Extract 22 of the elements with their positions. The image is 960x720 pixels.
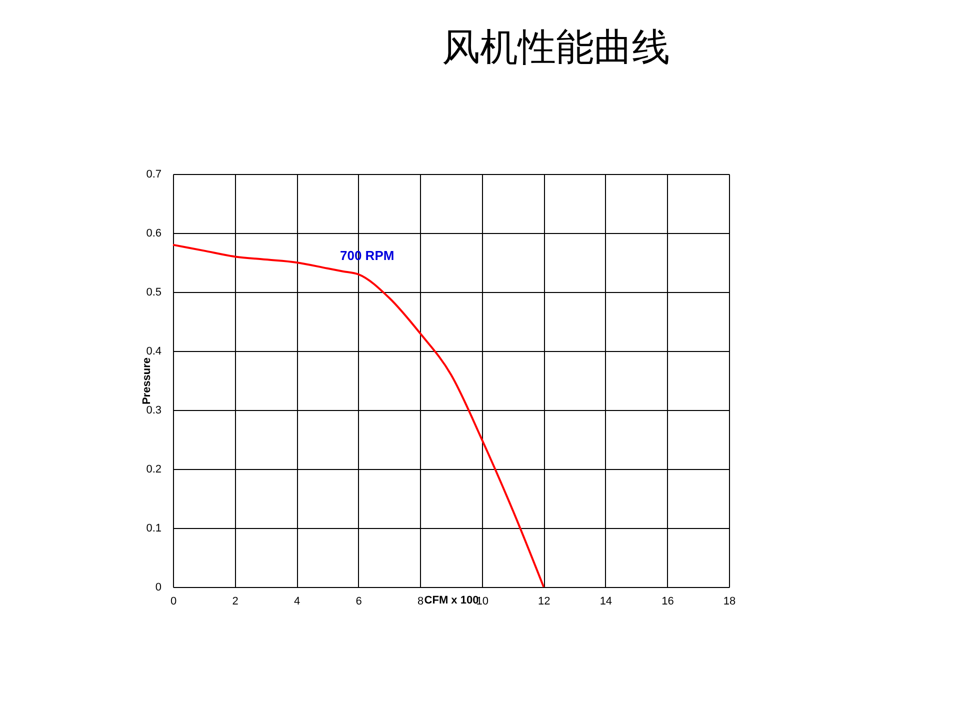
x-tick-label: 12 xyxy=(538,596,550,608)
x-tick-label: 18 xyxy=(723,596,736,608)
x-tick-label: 4 xyxy=(294,596,300,608)
x-tick-label: 14 xyxy=(600,596,612,608)
x-tick-label: 8 xyxy=(418,596,424,608)
line-series xyxy=(172,244,545,588)
x-tick-label: 2 xyxy=(232,596,238,608)
y-axis-title: Pressure xyxy=(141,357,154,405)
chart-title: 风机性能曲线 xyxy=(442,25,670,69)
y-tick-label: 0.3 xyxy=(146,404,162,416)
y-tick-label: 0.4 xyxy=(146,346,162,358)
x-tick-label: 16 xyxy=(662,596,674,608)
y-tick-label: 0.2 xyxy=(146,464,162,476)
y-tick-label: 0.1 xyxy=(146,522,162,534)
x-tick-label: 10 xyxy=(476,596,489,608)
y-tick-label: 0.5 xyxy=(146,286,162,298)
x-tick-label: 0 xyxy=(170,596,177,608)
y-tick-label: 0.6 xyxy=(146,228,162,240)
y-tick-label: 0 xyxy=(155,582,162,594)
y-tick-label: 0.7 xyxy=(146,168,162,180)
x-tick-label: 6 xyxy=(356,596,362,608)
x-axis-title: CFM x 100 xyxy=(424,594,479,606)
